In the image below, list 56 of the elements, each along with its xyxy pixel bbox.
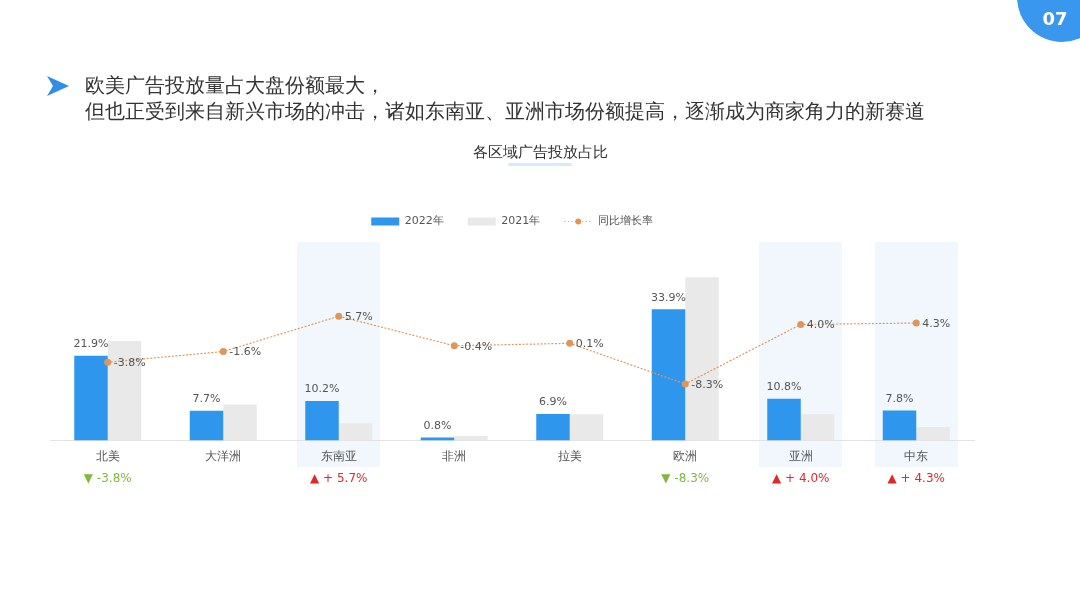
bar [305,401,339,441]
x-tick-label: 欧洲 [673,448,698,463]
bar [338,423,373,441]
point [797,320,805,328]
bar [882,410,917,441]
bar [189,410,224,441]
data-label: 10.2% [304,382,340,396]
chart-title: 各区域广告投放占比 [471,142,609,162]
data-label: 6.9% [539,395,567,409]
data-label: -3.8% [113,356,146,370]
data-label: 4.3% [922,316,951,330]
data-label: 7.7% [192,392,221,406]
point [219,348,227,356]
text: 欧美广告投放量占大盘份额最大， [85,72,386,98]
legend-label: 同比增长率 [597,214,653,228]
point [335,312,343,320]
x-tick-label: 亚洲 [788,448,813,463]
data-label: 4.0% [806,318,835,332]
data-label: 5.7% [344,310,373,324]
point [450,342,458,350]
legend-label: 2022年 [404,214,444,228]
x-tick-label: 大洋洲 [205,448,242,463]
text: ▲ + 5.7% [310,470,368,485]
bar [767,398,801,441]
bar [536,413,570,441]
x-tick-label: 拉美 [557,448,582,463]
text: ▼ -8.3% [661,470,710,485]
bar [74,355,108,441]
x-tick-label: 北美 [95,448,120,463]
bar [569,414,604,441]
point [681,380,689,388]
data-label: 0.1% [575,337,604,351]
text: ▲ + 4.0% [772,470,830,485]
data-label: 33.9% [651,290,686,304]
text: ▼ -3.8% [83,470,132,485]
data-label: -0.4% [460,339,493,353]
data-label: 0.8% [423,418,452,432]
x-tick-label: 东南亚 [320,448,357,463]
data-label: -8.3% [691,377,724,391]
point [104,358,112,366]
point [912,319,920,327]
data-label: -1.6% [229,345,262,359]
text: 07 [1041,8,1069,30]
text: ▲ + 4.3% [887,470,945,485]
legend-label: 2021年 [501,214,541,228]
data-label: 10.8% [766,380,802,394]
data-label: 21.9% [73,337,109,351]
x-tick-label: 中东 [904,448,929,463]
bar [916,427,950,441]
bar [223,404,257,441]
bar [651,309,686,441]
bar [800,414,835,441]
x-tick-label: 非洲 [442,448,467,463]
data-label: 7.8% [885,391,914,405]
text: 但也正受到来自新兴市场的冲击，诸如东南亚、亚洲市场份额提高，逐渐成为商家角力的新赛道 [85,98,925,124]
point [566,339,574,347]
